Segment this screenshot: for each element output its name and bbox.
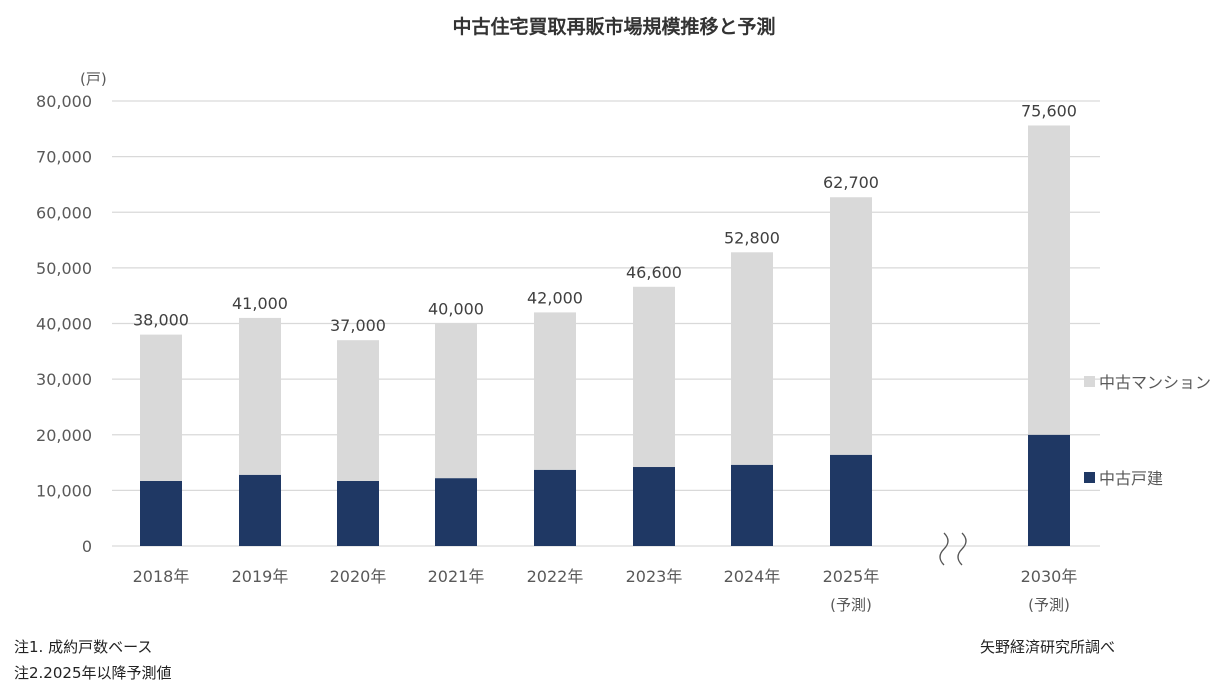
bar-segment <box>435 323 477 479</box>
bar-segment <box>140 480 182 546</box>
y-tick-label: 20,000 <box>36 426 92 445</box>
y-tick-label: 50,000 <box>36 259 92 278</box>
total-label: 41,000 <box>232 294 288 313</box>
x-tick-label: 2021年 <box>428 567 485 586</box>
bar-segment <box>830 454 872 546</box>
bar-segment <box>337 480 379 546</box>
axis-break-icon <box>957 532 967 566</box>
x-tick-label: 2023年 <box>626 567 683 586</box>
total-label: 52,800 <box>724 228 780 247</box>
total-label: 38,000 <box>133 311 189 330</box>
y-axis-unit: (戸) <box>80 70 107 88</box>
x-tick-sublabel: (予測) <box>830 596 872 614</box>
chart-title: 中古住宅買取再販市場規模推移と予測 <box>452 16 776 38</box>
legend-label: 中古戸建 <box>1099 469 1163 488</box>
total-label: 40,000 <box>428 300 484 319</box>
total-label: 42,000 <box>527 288 583 307</box>
bar-segment <box>731 464 773 546</box>
total-label: 46,600 <box>626 263 682 282</box>
bar-segment <box>140 334 182 481</box>
legend-swatch <box>1084 472 1095 483</box>
x-tick-sublabel: (予測) <box>1028 596 1070 614</box>
bar-segment <box>239 317 281 475</box>
total-label: 37,000 <box>330 316 386 335</box>
legend-swatch <box>1084 376 1095 387</box>
bar-segment <box>534 312 576 470</box>
bar-segment <box>337 340 379 481</box>
axis-break-icon <box>939 532 949 566</box>
bar-segment <box>1028 434 1070 546</box>
bar-segment <box>1028 125 1070 435</box>
y-tick-label: 10,000 <box>36 481 92 500</box>
y-tick-label: 40,000 <box>36 315 92 334</box>
total-label: 75,600 <box>1021 101 1077 120</box>
total-label: 62,700 <box>823 173 879 192</box>
y-tick-label: 80,000 <box>36 92 92 111</box>
x-tick-label: 2024年 <box>724 567 781 586</box>
note-2: 注2.2025年以降予測値 <box>14 664 172 682</box>
y-tick-label: 30,000 <box>36 370 92 389</box>
bar-segment <box>435 478 477 546</box>
bar-segment <box>633 467 675 546</box>
x-tick-label: 2018年 <box>133 567 190 586</box>
x-tick-label: 2025年 <box>823 567 880 586</box>
legend-label: 中古マンション <box>1099 373 1211 392</box>
y-tick-label: 60,000 <box>36 203 92 222</box>
bar-segment <box>239 474 281 546</box>
x-tick-label: 2030年 <box>1021 567 1078 586</box>
source-note: 矢野経済研究所調べ <box>980 638 1116 656</box>
y-tick-label: 0 <box>82 537 92 556</box>
x-tick-label: 2019年 <box>232 567 289 586</box>
bar-segment <box>534 469 576 546</box>
stacked-bar-chart: 0 10,000 20,000 30,000 40,000 50,000 60,000 70,… <box>36 70 1211 614</box>
bar-segment <box>731 252 773 465</box>
x-tick-label: 2020年 <box>330 567 387 586</box>
bar-segment <box>633 286 675 468</box>
y-tick-label: 70,000 <box>36 148 92 167</box>
x-tick-label: 2022年 <box>527 567 584 586</box>
bar-segment <box>830 197 872 455</box>
note-1: 注1. 成約戸数ベース <box>14 638 153 656</box>
